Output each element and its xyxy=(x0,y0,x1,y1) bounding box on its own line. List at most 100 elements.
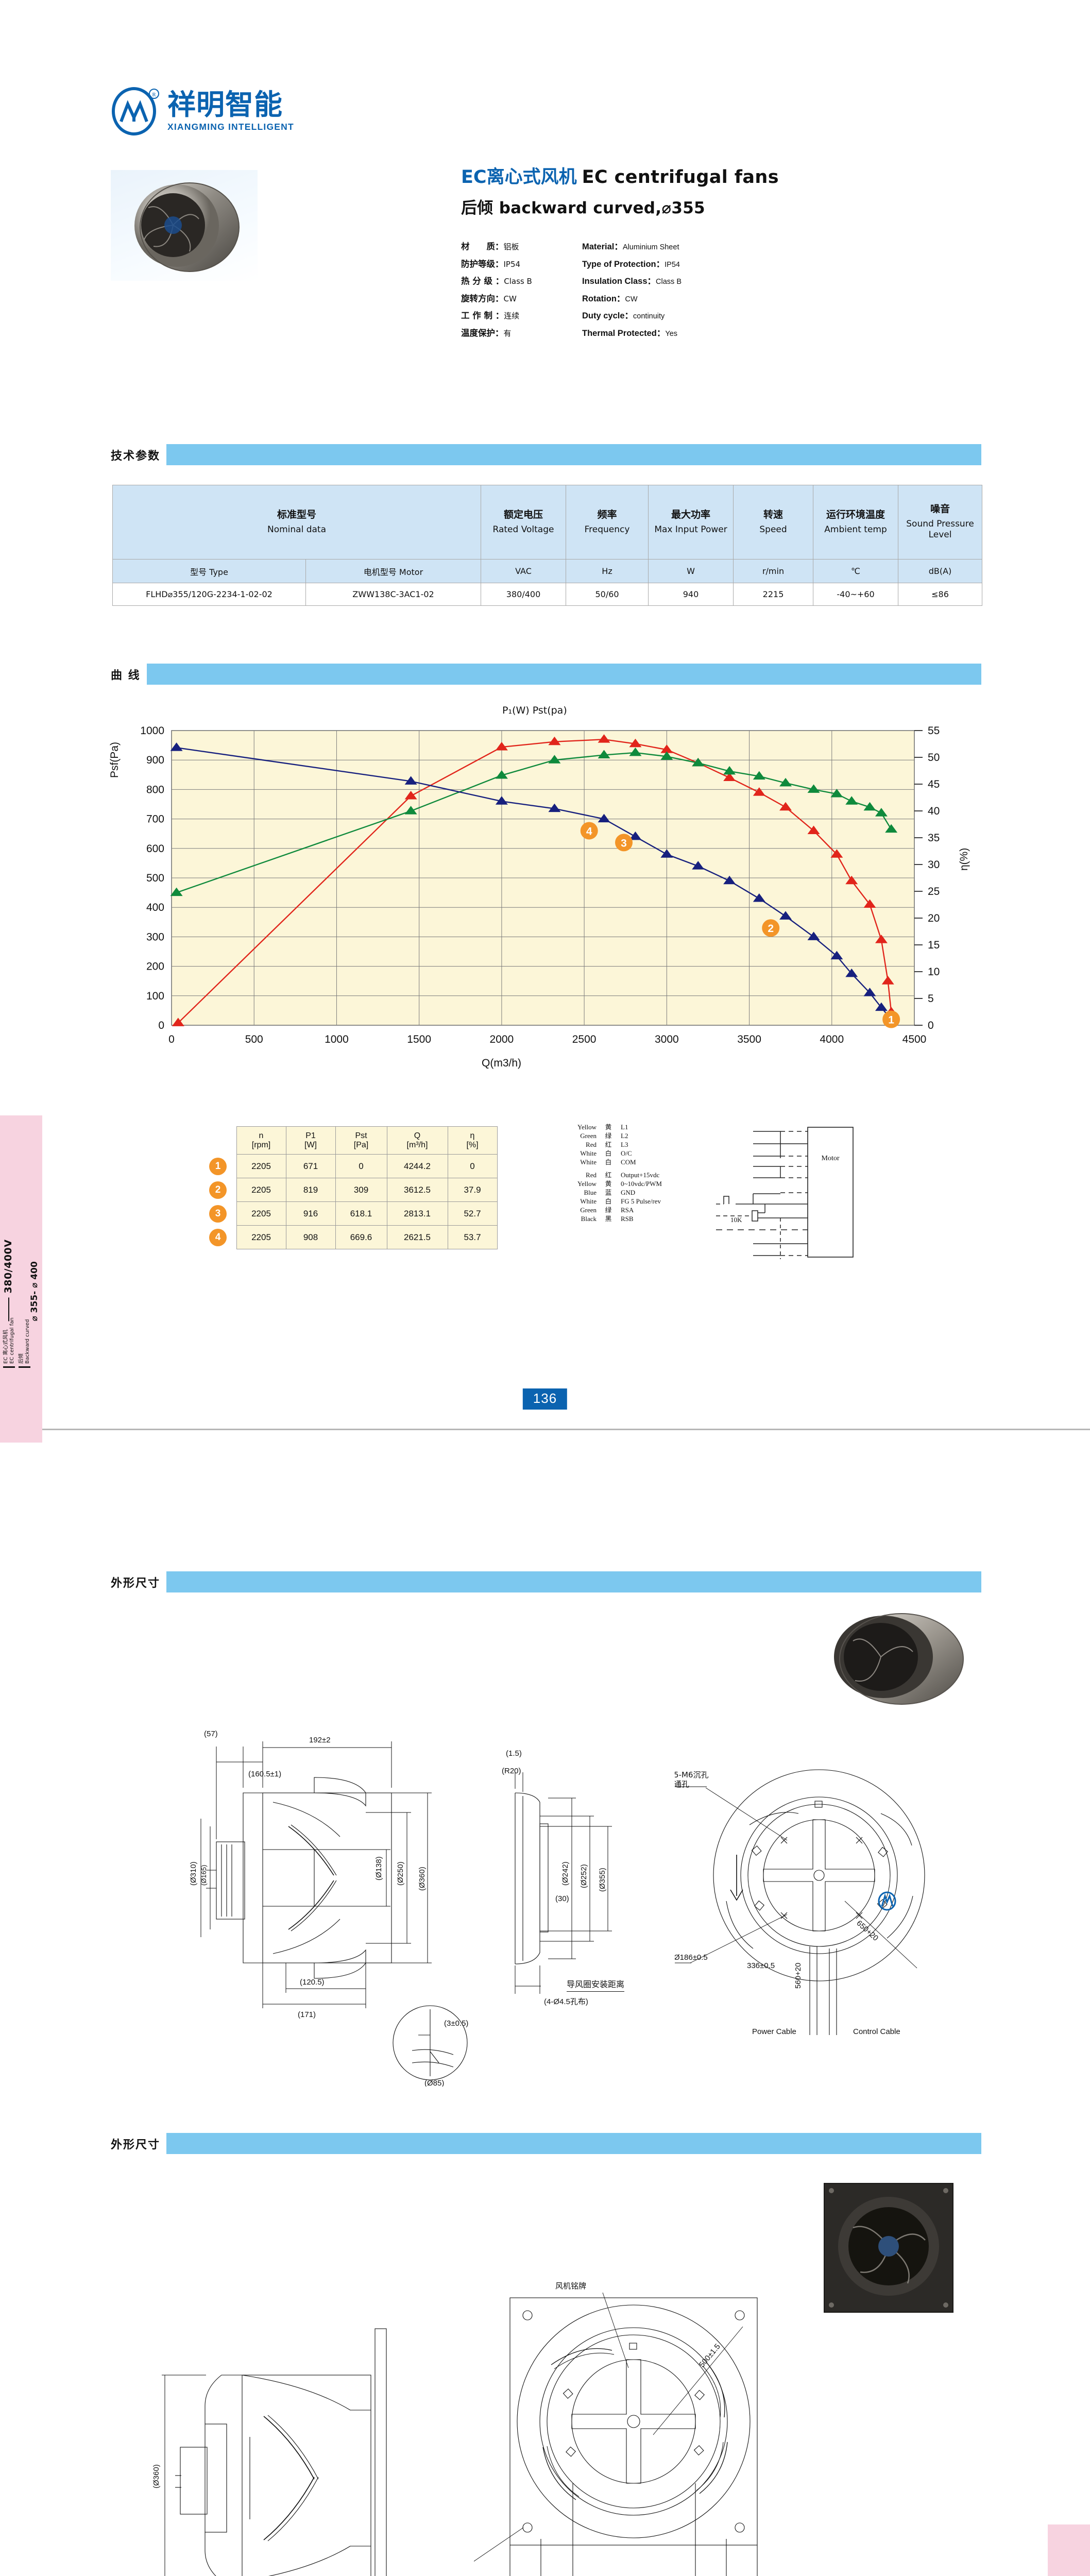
svg-text:0: 0 xyxy=(168,1033,175,1045)
header-speed: 转速 Speed xyxy=(733,485,814,560)
logo-text-en: XIANGMING INTELLIGENT xyxy=(167,122,294,132)
title-cn: EC离心式风机 xyxy=(461,167,577,188)
curve-cell-eta-4: 53.7 xyxy=(447,1225,498,1249)
header-noise-cn: 噪音 xyxy=(930,503,950,515)
header-power: 最大功率 Max Input Power xyxy=(648,485,734,560)
spec-en-value-2: Class B xyxy=(656,278,682,286)
curve-header-p1-unit: [W] xyxy=(304,1140,317,1149)
wire-row: Blue 蓝 GND xyxy=(567,1189,662,1197)
header-temp-en: Ambient temp xyxy=(824,524,887,535)
ctrl-color-en-2: Blue xyxy=(584,1189,597,1197)
spec-row-insulation: 热 分 级 ：Class B Insulation Class：Class B xyxy=(461,274,1002,286)
svg-text:2: 2 xyxy=(768,923,774,935)
curve-header-q-unit: [m³/h] xyxy=(406,1140,428,1149)
curve-cell-eta-3: 52.7 xyxy=(447,1201,498,1226)
section-bar-curve xyxy=(146,664,981,685)
side-tab-left-text: EC 离心式风机 EC centrifugal fan 后倾 Backward … xyxy=(3,1265,30,1368)
table-row: FLHD⌀355/120G-2234-1-02-02 ZWW138C-3AC1-… xyxy=(112,583,983,606)
svg-text:800: 800 xyxy=(146,784,164,795)
svg-text:600: 600 xyxy=(146,843,164,855)
svg-text:3500: 3500 xyxy=(737,1033,761,1045)
curve-badge-2: 2 xyxy=(209,1181,227,1199)
dim-d360: (Ø360) xyxy=(418,1867,427,1891)
cell-voltage: 380/400 xyxy=(481,583,567,606)
svg-text:30: 30 xyxy=(928,859,940,871)
wire-func-3: O/C xyxy=(621,1149,632,1157)
dim-192: 192±2 xyxy=(309,1736,331,1744)
chart-title: P₁(W) Pst(pa) xyxy=(502,705,567,716)
section-label-tech: 技术参数 xyxy=(111,449,161,463)
dim-r20: (R20) xyxy=(502,1767,521,1775)
page-1: R 祥明智能 XIANGMING INTELLIGENT xyxy=(0,87,1090,1445)
wire-color-cn-4: 白 xyxy=(605,1158,612,1166)
spec-en-label-4: Duty cycle： xyxy=(582,311,634,320)
spec-en-label-0: Material： xyxy=(582,242,623,251)
side-tab-l2-cn: 后倾 xyxy=(19,1353,24,1364)
ctrl-color-cn-5: 黑 xyxy=(605,1214,612,1223)
curve-header-pst: Pst [Pa] xyxy=(335,1126,387,1155)
header-speed-cn: 转速 xyxy=(763,509,784,520)
product-photo-2 xyxy=(804,1613,974,1705)
page-title: EC离心式风机 EC centrifugal fans 后倾 backward c… xyxy=(461,167,779,218)
wire-color-en-2: Red xyxy=(586,1140,597,1148)
dim-3pm05: (3±0.5) xyxy=(444,2019,468,2028)
curve-cell-n-2: 2205 xyxy=(236,1178,286,1202)
product-photo xyxy=(111,170,258,281)
chart-ylabel-right: η(%) xyxy=(958,848,970,871)
ctrl-color-en-4: Green xyxy=(580,1206,597,1214)
dim-57: (57) xyxy=(204,1730,218,1738)
side-tab-diameter: ⌀ 355- ⌀ 400 xyxy=(29,1261,40,1321)
ctrl-func-3: FG 5 Pulse/rev xyxy=(621,1197,661,1206)
curve-badge-cell-4: 4 xyxy=(209,1226,236,1249)
header-voltage-en: Rated Voltage xyxy=(492,524,554,535)
curve-header-n-unit: [rpm] xyxy=(251,1140,271,1149)
section-tech-params: 技术参数 xyxy=(111,444,981,465)
dim-160: (160.5±1) xyxy=(248,1770,281,1778)
svg-text:200: 200 xyxy=(146,961,164,973)
svg-text:2500: 2500 xyxy=(572,1033,597,1045)
svg-text:3000: 3000 xyxy=(655,1033,679,1045)
spec-en-label-5: Thermal Protected： xyxy=(582,328,666,338)
header-power-en: Max Input Power xyxy=(654,524,727,535)
dim-d355: (Ø355) xyxy=(598,1868,607,1892)
svg-text:900: 900 xyxy=(146,754,164,766)
svg-text:100: 100 xyxy=(146,990,164,1002)
wire-row: White 白 FG 5 Pulse/rev xyxy=(567,1197,662,1206)
curve-cell-q-4: 2621.5 xyxy=(386,1225,448,1249)
svg-text:35: 35 xyxy=(928,832,940,844)
header-speed-en: Speed xyxy=(759,524,787,535)
svg-text:20: 20 xyxy=(928,912,940,924)
table-header-row: 标准型号 Nominal data 额定电压 Rated Voltage 频率 … xyxy=(112,485,983,560)
curve-cell-pst-1: 0 xyxy=(335,1154,387,1178)
dim-186: Ø186±0.5 xyxy=(675,1953,708,1962)
svg-text:2000: 2000 xyxy=(490,1033,514,1045)
svg-text:5: 5 xyxy=(928,993,934,1005)
side-tab-l1-cn: EC 离心式风机 xyxy=(3,1329,9,1364)
wire-row: Red 红 Output+15vdc xyxy=(567,1171,662,1180)
wire-row: Red 红 L3 xyxy=(567,1141,662,1149)
svg-text:1000: 1000 xyxy=(325,1033,349,1045)
spec-row-protection: 防护等级：IP54 Type of Protection：IP54 xyxy=(461,257,1002,269)
cell-temp: -40~+60 xyxy=(813,583,899,606)
spec-cn-value-1: IP54 xyxy=(503,259,521,269)
spec-en-value-3: CW xyxy=(625,295,638,303)
dim-560: 560+20 xyxy=(794,1963,803,1989)
wire-row: White 白 COM xyxy=(567,1158,662,1167)
ctrl-color-cn-4: 绿 xyxy=(605,1206,612,1214)
section-bar-tech xyxy=(166,444,981,465)
spec-cn-value-0: 铝板 xyxy=(503,242,519,251)
curve-badge-1: 1 xyxy=(209,1157,227,1175)
unit-temp: ℃ xyxy=(813,559,899,583)
wire-color-en-4: White xyxy=(580,1158,597,1166)
curve-cell-p1-2: 819 xyxy=(285,1178,336,1202)
header-frequency-cn: 频率 xyxy=(597,509,617,520)
ctrl-func-5: RSB xyxy=(621,1214,634,1223)
curve-table-row: 3 2205 916 618.1 2813.1 52.7 xyxy=(209,1201,498,1226)
detail-bubble-1: (3±0.5) (Ø85) xyxy=(381,1994,500,2087)
label-power-cable: Power Cable xyxy=(752,2027,796,2036)
spec-cn-value-4: 连续 xyxy=(504,311,520,320)
curve-header-eta-unit: [%] xyxy=(466,1140,479,1149)
spec-en-value-4: continuity xyxy=(633,312,665,320)
curve-header-n: n [rpm] xyxy=(236,1126,286,1155)
spec-row-material: 材 质：铝板 Material：Aluminium Sheet xyxy=(461,240,1002,252)
